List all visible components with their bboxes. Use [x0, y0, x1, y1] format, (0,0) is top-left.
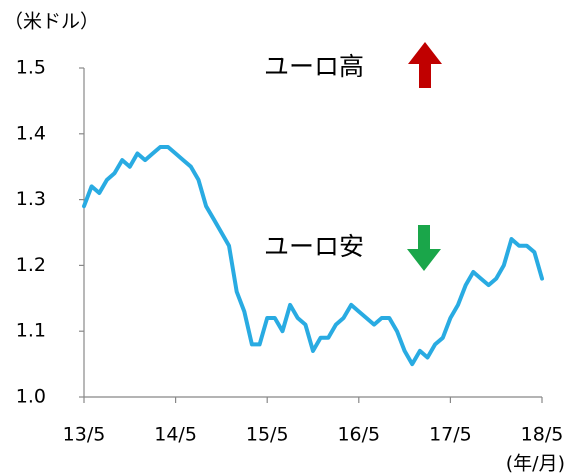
y-tick-label: 1.5 [16, 57, 46, 79]
y-tick-label: 1.1 [16, 320, 46, 342]
data-line [82, 145, 544, 367]
y-tick-label: 1.4 [16, 122, 46, 144]
y-axis-label: （米ドル） [4, 11, 99, 33]
down-arrow [407, 225, 441, 271]
x-tick-label: 13/5 [63, 424, 106, 446]
annotation: ユーロ高 [264, 52, 364, 81]
x-tick-label: 16/5 [337, 424, 380, 446]
y-tick-label: 1.3 [16, 188, 46, 210]
x-tick-label: 17/5 [429, 424, 472, 446]
annotation: ユーロ安 [264, 232, 364, 261]
x-tick-label: 15/5 [246, 424, 289, 446]
up-arrow [408, 42, 442, 88]
x-tick-label: 18/5 [521, 424, 564, 446]
x-tick-label: 14/5 [154, 424, 197, 446]
y-tick-label: 1.0 [16, 386, 46, 408]
x-axis-label: (年/月) [506, 453, 565, 475]
y-tick-label: 1.2 [16, 254, 46, 276]
